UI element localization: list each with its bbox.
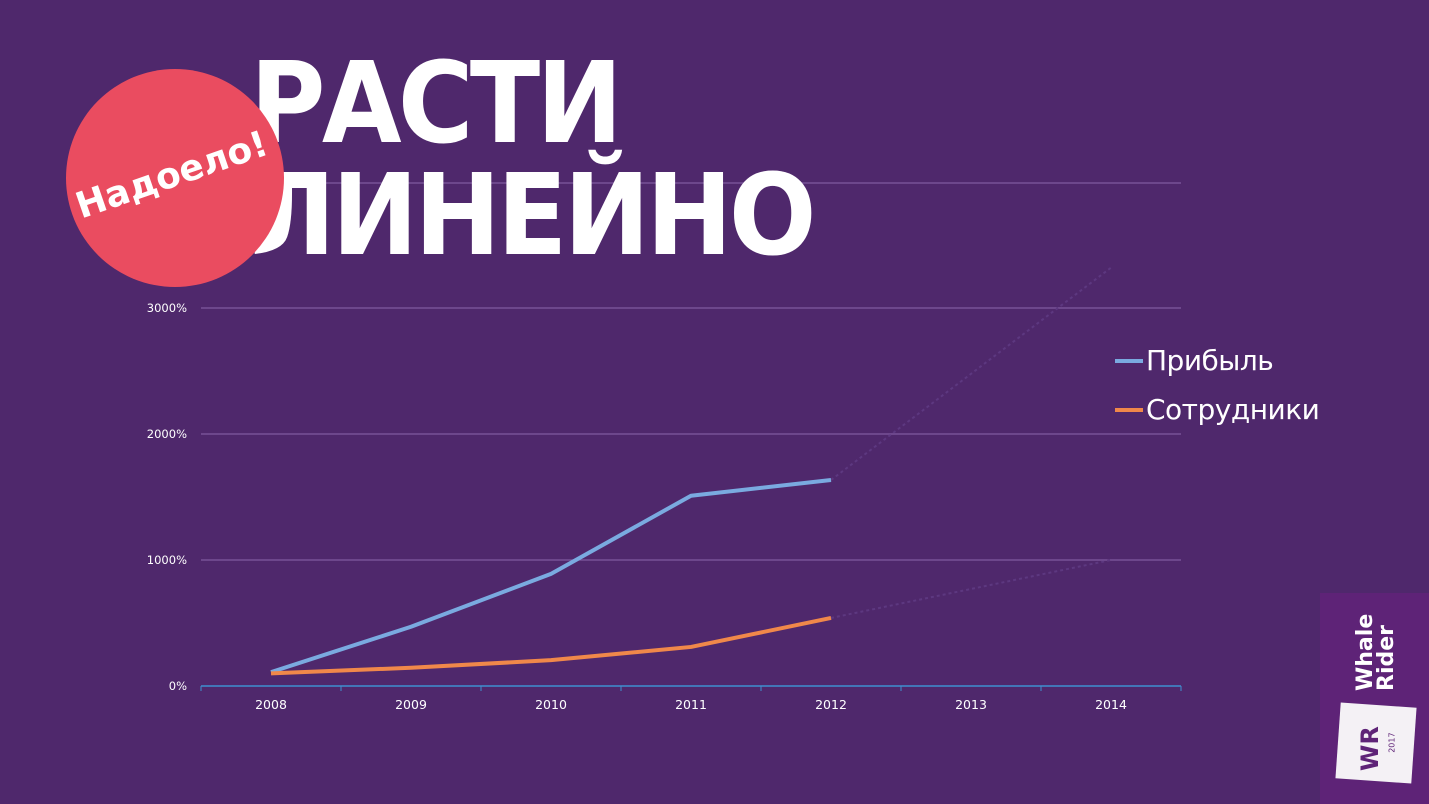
- y-tick-label: 1000%: [147, 553, 187, 567]
- x-tick-label: 2013: [955, 697, 987, 712]
- title-line-2: ЛИНЕЙНО: [250, 151, 816, 281]
- x-tick-label: 2012: [815, 697, 847, 712]
- gridlines: [201, 182, 1181, 561]
- whale-rider-logo: Whale Rider WR 2017: [1320, 593, 1429, 804]
- series-lines: [270, 266, 1112, 676]
- series-line: [270, 616, 832, 676]
- logo-card: WR 2017: [1335, 702, 1417, 784]
- badge: Надоело!: [66, 69, 284, 287]
- legend-label: Прибыль: [1146, 344, 1274, 377]
- x-axis: 2008 2009 2010 2011 2012 2013 2014: [200, 685, 1182, 712]
- legend-item-employees: Сотрудники: [1115, 385, 1320, 434]
- x-tick-label: 2008: [255, 697, 287, 712]
- chart-legend: Прибыль Сотрудники: [1115, 336, 1320, 434]
- title-line-1: РАСТИ: [250, 39, 623, 169]
- logo-name: Whale Rider: [1353, 599, 1399, 691]
- logo-name-line2: Rider: [1373, 625, 1399, 691]
- legend-swatch-employees: [1115, 407, 1143, 412]
- y-tick-label: 3000%: [147, 301, 187, 315]
- logo-monogram: WR: [1356, 726, 1385, 772]
- y-tick-label: 0%: [169, 679, 187, 693]
- logo-year: 2017: [1387, 732, 1397, 753]
- series-line: [270, 478, 832, 675]
- x-tick-label: 2011: [675, 697, 707, 712]
- x-tick-label: 2009: [395, 697, 427, 712]
- y-axis-ticks: 0% 1000% 2000% 3000%: [147, 301, 187, 693]
- y-tick-label: 2000%: [147, 427, 187, 441]
- x-tick-label: 2010: [535, 697, 567, 712]
- legend-label: Сотрудники: [1146, 393, 1320, 426]
- x-tick-label: 2014: [1095, 697, 1127, 712]
- legend-swatch-profit: [1115, 358, 1143, 363]
- legend-item-profit: Прибыль: [1115, 336, 1319, 385]
